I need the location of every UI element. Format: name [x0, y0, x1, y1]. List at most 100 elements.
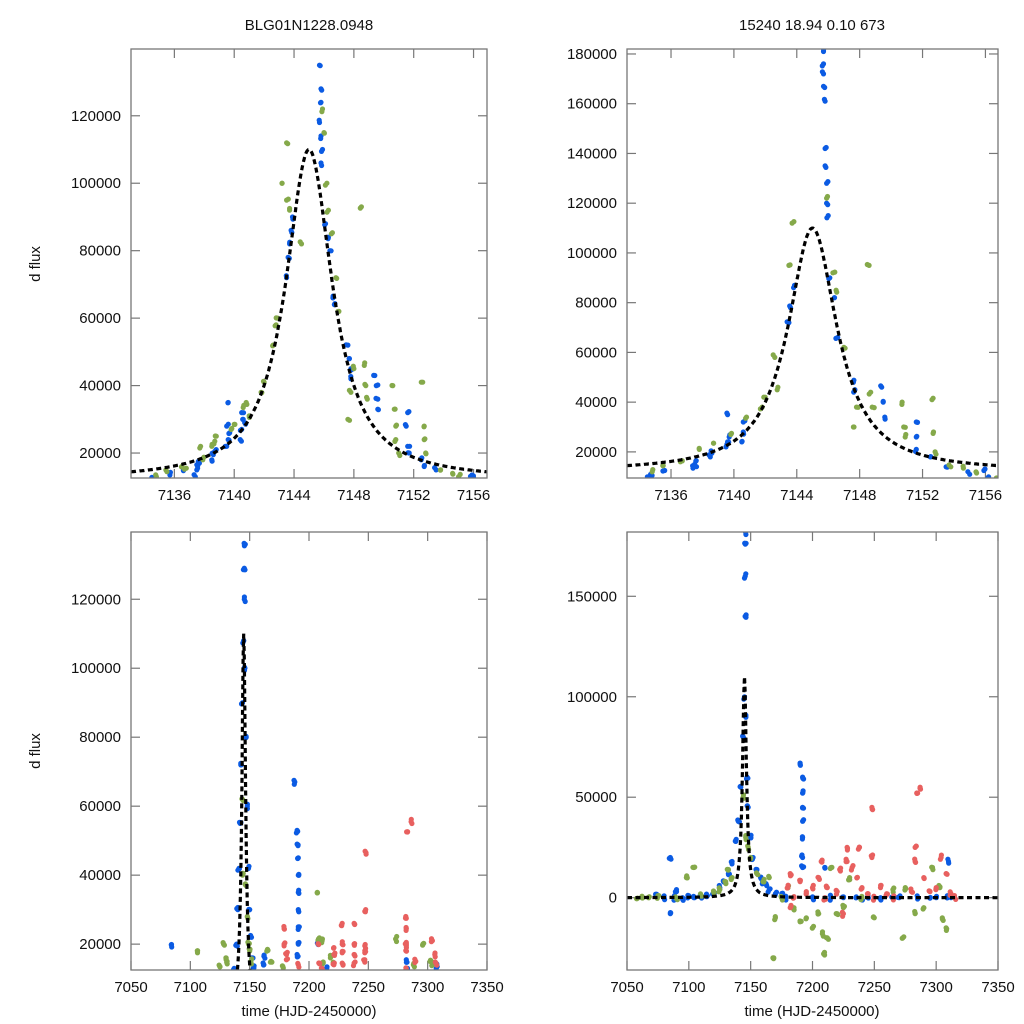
data-point [296, 924, 302, 930]
data-point [697, 891, 704, 897]
plot-frame [626, 48, 999, 479]
data-point [196, 460, 202, 466]
y-tick-label: 100000 [567, 689, 617, 706]
x-tick-label: 7150 [233, 979, 266, 996]
data-point [822, 84, 828, 91]
data-point [392, 406, 398, 412]
data-point [240, 410, 247, 416]
data-point [801, 817, 807, 823]
data-point [797, 877, 804, 883]
data-point [755, 872, 761, 878]
data-point [434, 962, 440, 968]
series-red [281, 816, 440, 970]
y-tick-label: 120000 [71, 591, 121, 608]
data-point [743, 571, 749, 577]
data-point [234, 906, 240, 912]
data-point [352, 941, 358, 947]
data-point [328, 248, 334, 254]
data-point [823, 164, 829, 170]
x-tick-label: 7152 [906, 487, 939, 504]
data-point [316, 961, 323, 967]
data-point [363, 907, 369, 913]
panel-top-right: 7136 7140 7144 7148 7152 7156 20000 40000 60000 8… [567, 46, 1002, 504]
y-tick-label: 50000 [575, 789, 617, 806]
model-curve [131, 147, 487, 474]
data-point [748, 835, 754, 841]
data-point [242, 598, 248, 605]
data-point [810, 886, 816, 892]
data-point [912, 908, 918, 915]
x-tick-label: 7144 [277, 487, 310, 504]
data-point [181, 466, 188, 472]
data-point [198, 443, 204, 449]
data-point [921, 905, 927, 911]
data-point [234, 943, 240, 949]
data-point [815, 874, 821, 880]
data-point [799, 834, 806, 840]
data-point [821, 49, 827, 53]
data-point [774, 387, 780, 393]
data-point [357, 205, 363, 211]
data-point [870, 914, 876, 920]
data-point [819, 859, 825, 865]
x-tick-label: 7100 [174, 979, 207, 996]
data-point [295, 842, 301, 848]
data-point [824, 193, 831, 200]
data-point [767, 886, 773, 892]
x-tick-label: 7300 [919, 979, 952, 996]
plot-area [627, 49, 998, 478]
data-point [711, 890, 717, 896]
data-point [732, 838, 738, 844]
data-point [933, 886, 939, 892]
data-point [823, 972, 828, 977]
data-point [878, 383, 884, 389]
data-point [295, 855, 301, 862]
data-point [330, 961, 336, 967]
data-point [787, 303, 793, 309]
data-point [864, 891, 871, 897]
data-point [373, 395, 379, 401]
data-point [724, 410, 730, 416]
y-tick-label: 140000 [567, 145, 617, 162]
data-point [878, 882, 884, 889]
chart-title-right: 15240 18.94 0.10 673 [739, 17, 885, 34]
x-tick-label: 7156 [457, 487, 490, 504]
data-point [848, 867, 855, 873]
data-point [169, 944, 175, 950]
data-point [945, 856, 951, 862]
data-point [420, 942, 426, 948]
data-point [249, 956, 255, 962]
data-point [803, 891, 809, 897]
data-point [742, 540, 748, 546]
data-point [913, 843, 919, 849]
data-point [362, 941, 368, 948]
y-tick-label: 100000 [567, 245, 617, 262]
data-point [743, 532, 749, 538]
y-tick-label: 20000 [79, 445, 121, 462]
data-point [965, 469, 971, 475]
y-tick-label: 60000 [79, 798, 121, 815]
data-point [829, 864, 835, 871]
data-point [209, 458, 215, 464]
panel-bottom-right: 7050 7100 7150 7200 7250 7300 7350 0 50000 100000… [567, 531, 1015, 996]
data-point [668, 910, 674, 916]
data-point [799, 852, 805, 858]
data-point [362, 360, 368, 366]
data-point [800, 788, 806, 794]
y-tick-label: 0 [609, 890, 617, 907]
data-point [821, 96, 828, 102]
data-point [649, 472, 655, 478]
data-point [822, 971, 827, 976]
data-point [743, 614, 749, 620]
y-tick-label: 150000 [567, 588, 617, 605]
data-point [672, 889, 679, 895]
data-point [362, 848, 368, 854]
data-point [153, 472, 159, 478]
data-point [397, 452, 403, 459]
data-point [864, 261, 870, 268]
data-point [224, 959, 230, 966]
x-tick-label: 7350 [981, 979, 1014, 996]
data-point [940, 917, 946, 924]
data-point [269, 959, 275, 965]
plot-frame [130, 531, 488, 971]
